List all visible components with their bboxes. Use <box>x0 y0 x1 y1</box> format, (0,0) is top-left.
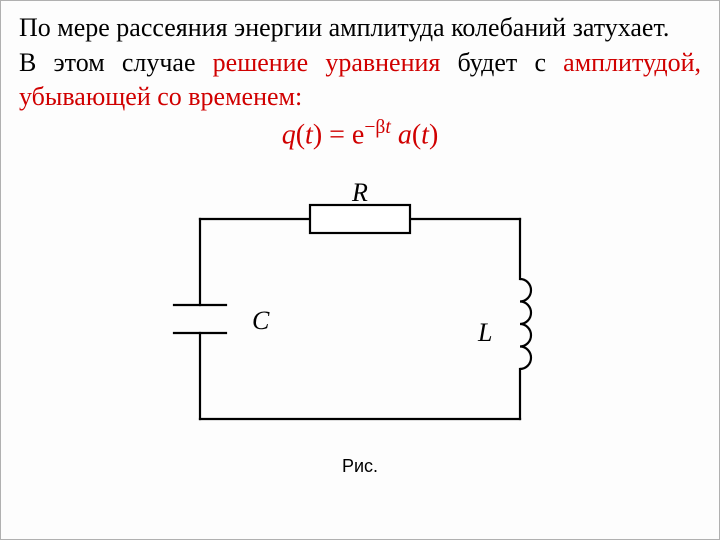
svg-text:C: C <box>252 306 270 335</box>
p2-seg2: решение уравнения <box>213 48 441 77</box>
p2-seg1: В этом случае <box>19 48 213 77</box>
figure-caption: Рис. <box>19 456 701 477</box>
svg-text:R: R <box>351 178 368 207</box>
eq-equals-e: = e <box>322 119 364 150</box>
circuit-container: C R L Рис. <box>19 159 701 477</box>
eq-exp-beta: −β <box>364 117 385 138</box>
eq-q: q <box>282 119 296 150</box>
equation: q(t) = e−βt a(t) <box>19 117 701 151</box>
svg-text:L: L <box>477 318 492 347</box>
slide-frame: По мере рассеяния энергии амплитуда коле… <box>0 0 720 540</box>
paragraph-1: По мере рассеяния энергии амплитуда коле… <box>19 11 701 44</box>
eq-t1: t <box>305 119 313 150</box>
eq-t2: t <box>421 119 429 150</box>
circuit-svg: C R L <box>160 159 560 449</box>
paragraph-2: В этом случае решение уравнения будет с … <box>19 46 701 113</box>
eq-a: a <box>391 119 412 150</box>
circuit-diagram: C R L <box>160 159 560 454</box>
p2-seg3: будет с <box>440 48 563 77</box>
